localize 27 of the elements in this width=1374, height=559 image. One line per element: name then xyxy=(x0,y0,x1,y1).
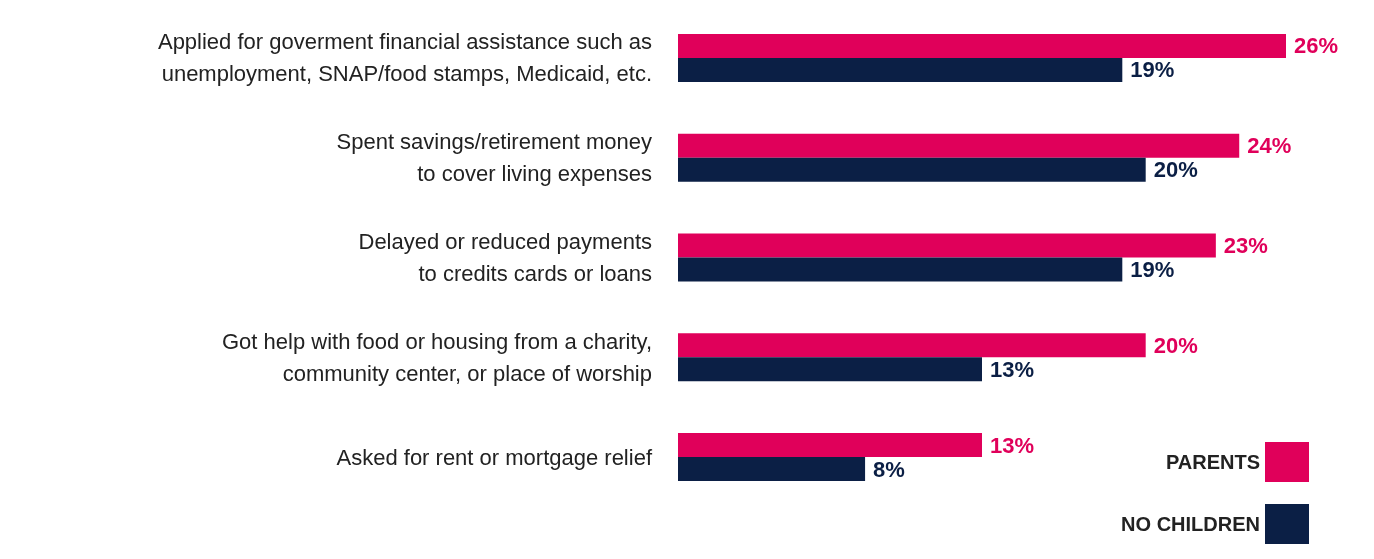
data-label: 13% xyxy=(990,432,1035,458)
legend-label: NO CHILDREN xyxy=(1121,513,1260,535)
bar xyxy=(678,257,1123,282)
data-label: 26% xyxy=(1294,33,1339,59)
bar xyxy=(678,33,1286,58)
data-label: 19% xyxy=(1130,257,1175,282)
bar xyxy=(678,157,1146,182)
bar xyxy=(678,457,866,482)
bar xyxy=(678,433,982,458)
bar xyxy=(678,57,1123,82)
data-label: 20% xyxy=(1153,157,1198,183)
y-tick-label: Got help with food or housing from a charity, community center, or place of worship xyxy=(221,328,652,386)
bar xyxy=(678,233,1216,258)
bar xyxy=(678,333,1146,358)
y-tick-label: Asked for rent or mortgage relief xyxy=(336,444,653,470)
y-tick-label: Delayed or reduced payments to credits cards or loans xyxy=(358,229,652,286)
data-label: 13% xyxy=(990,356,1035,382)
bar xyxy=(678,357,982,382)
data-label: 20% xyxy=(1153,332,1198,358)
y-tick-label: Spent savings/retirement money to cover living expenses xyxy=(336,129,652,187)
data-label: 19% xyxy=(1130,57,1175,83)
legend-label: PARENTS xyxy=(1165,451,1260,473)
data-label: 8% xyxy=(873,456,905,482)
y-tick-label: Applied for goverment financial assistance such as unemployment, SNAP/food stamps, Medicaid, etc. xyxy=(157,29,652,87)
bar xyxy=(678,133,1240,158)
data-label: 23% xyxy=(1223,233,1268,258)
data-label: 24% xyxy=(1247,133,1292,159)
